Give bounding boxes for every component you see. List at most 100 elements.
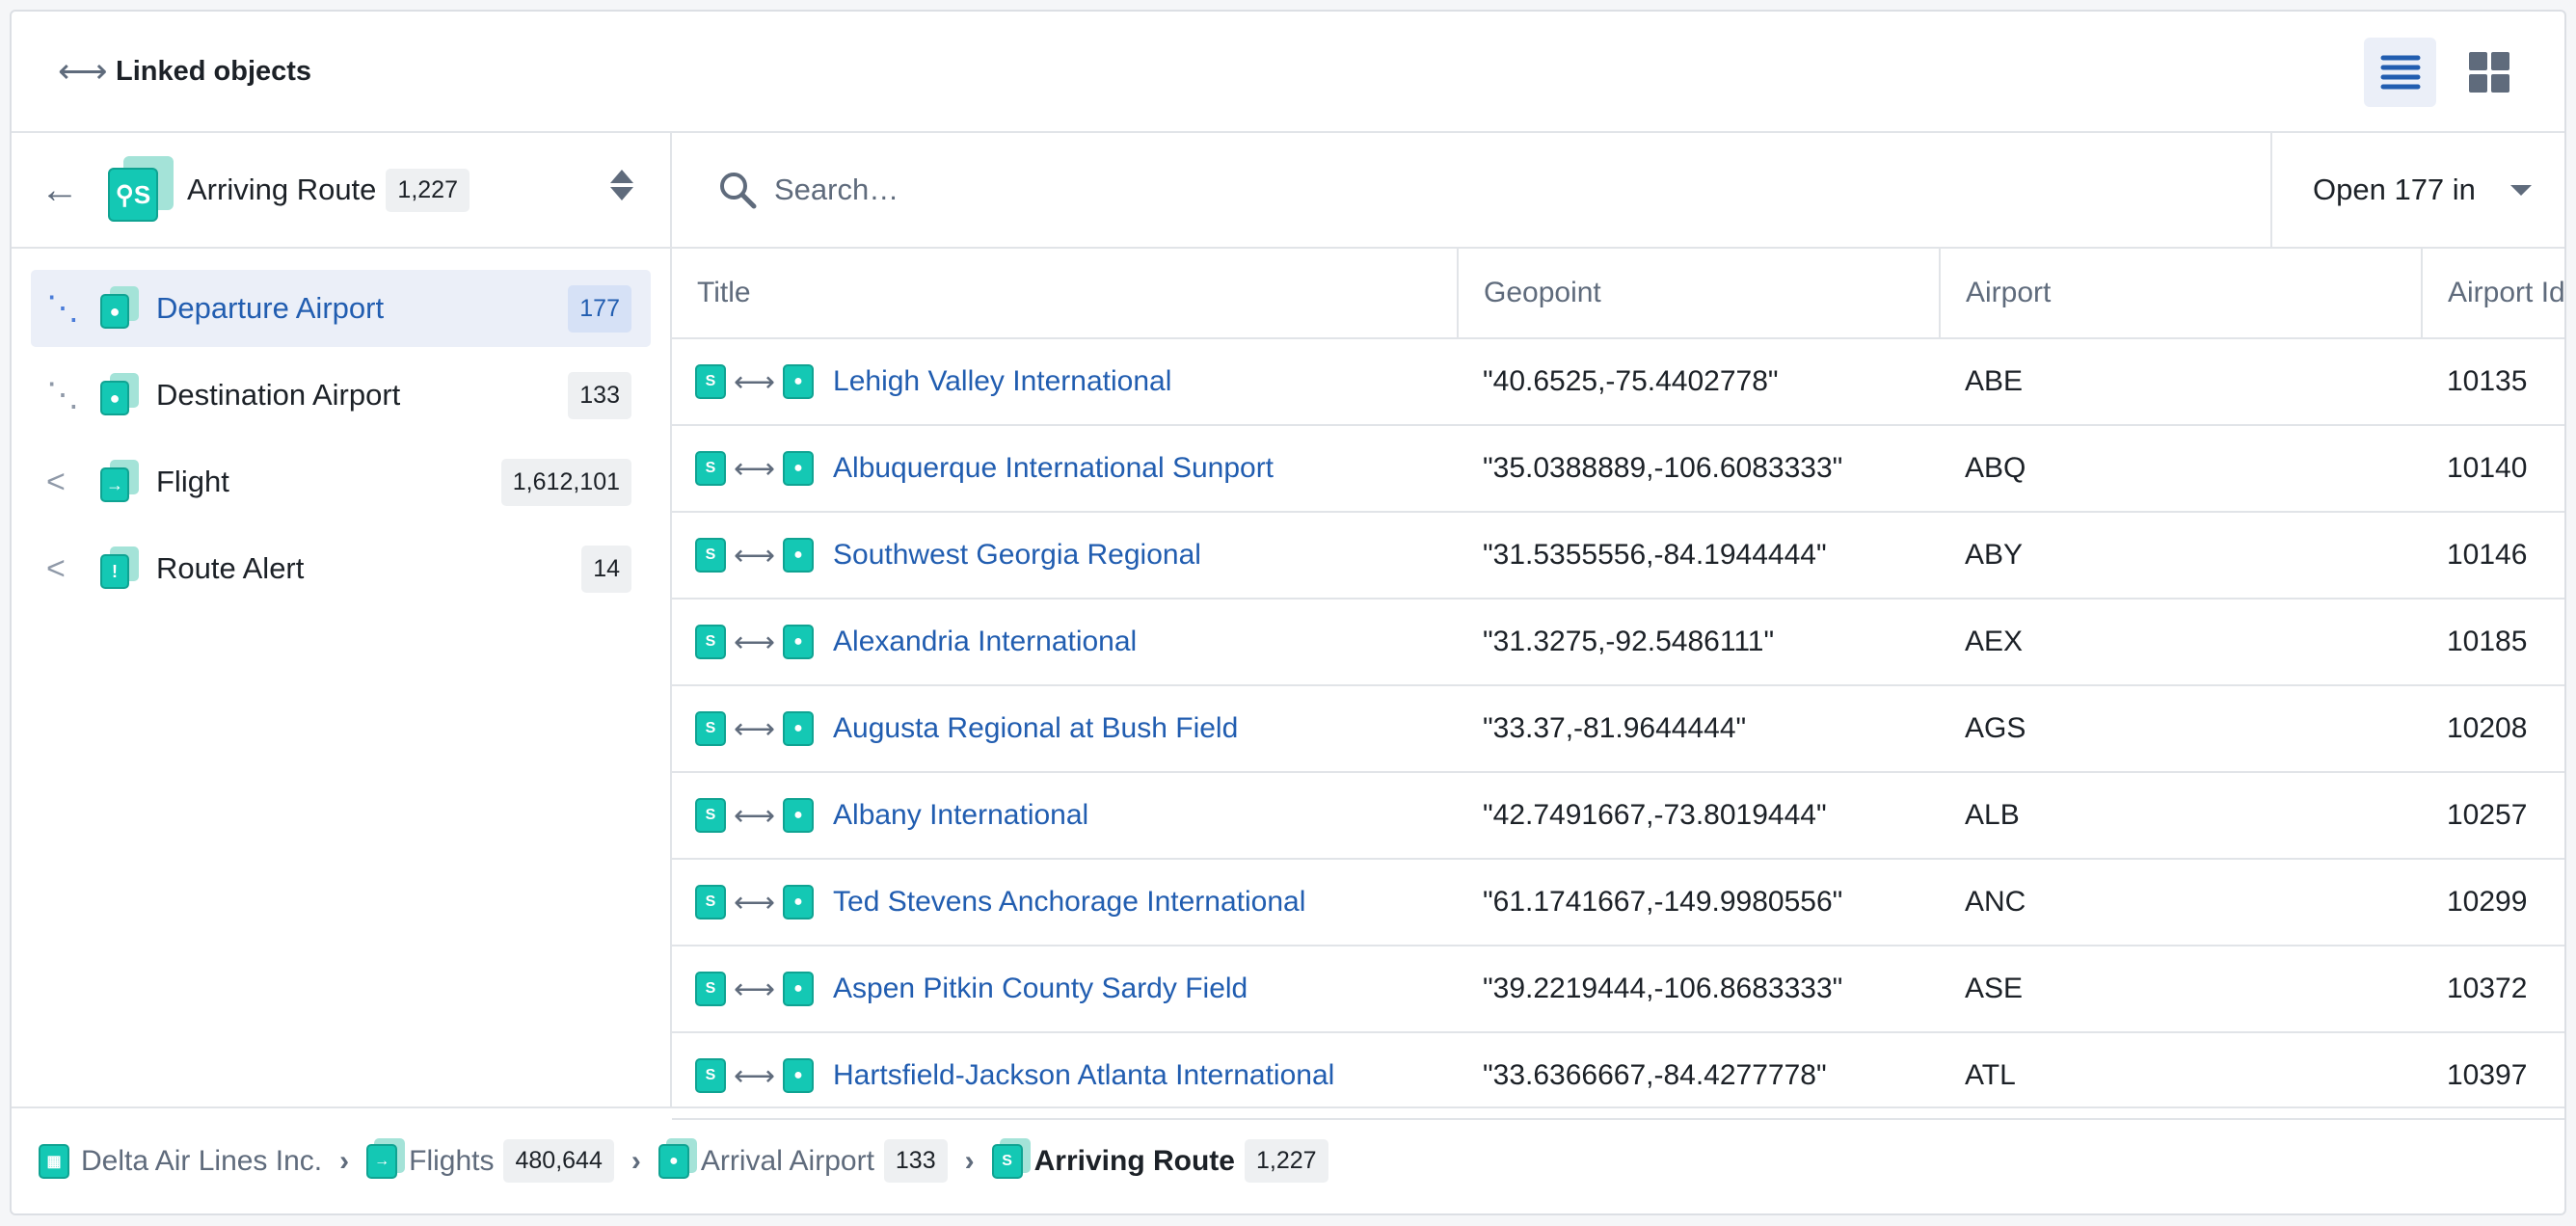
sort-toggle-icon[interactable] bbox=[610, 170, 633, 200]
map-marker-icon: ● bbox=[783, 885, 815, 920]
cell-airport: ALB bbox=[1940, 772, 2422, 860]
cell-geopoint: "39.2219444,-106.8683333" bbox=[1458, 946, 1940, 1033]
table-row[interactable]: S ⟷ ● Ted Stevens Anchorage International "… bbox=[672, 859, 2564, 946]
link-arrows-icon: ⟷ bbox=[734, 712, 776, 745]
table-row[interactable]: S ⟷ ● Aspen Pitkin County Sardy Field "39.2… bbox=[672, 946, 2564, 1033]
object-link[interactable]: Southwest Georgia Regional bbox=[833, 539, 1201, 572]
breadcrumb: ▦ Delta Air Lines Inc. › → Flights 480,6… bbox=[12, 1106, 2564, 1213]
list-view-button[interactable] bbox=[2364, 38, 2436, 107]
map-marker-icon: ● bbox=[783, 972, 815, 1007]
chevron-right-icon: › bbox=[964, 1144, 975, 1177]
search-input[interactable] bbox=[774, 173, 2124, 207]
route-icon: S bbox=[695, 711, 726, 747]
map-marker-icon: ● bbox=[657, 1143, 689, 1179]
building-icon: ▦ bbox=[39, 1143, 69, 1179]
link-arrows-icon: ⟷ bbox=[734, 973, 776, 1005]
cell-airport: AEX bbox=[1940, 599, 2422, 686]
cell-airport-id: 10257 bbox=[2422, 772, 2564, 860]
breadcrumb-item-flights[interactable]: → Flights 480,644 bbox=[366, 1139, 614, 1183]
share-relation-icon: < bbox=[46, 463, 66, 500]
object-link[interactable]: Hartsfield-Jackson Atlanta International bbox=[833, 1059, 1335, 1092]
cell-airport: ABQ bbox=[1940, 425, 2422, 513]
breadcrumb-label: Delta Air Lines Inc. bbox=[81, 1144, 323, 1177]
link-arrows-icon: ⟷ bbox=[734, 1059, 776, 1092]
object-link[interactable]: Albuquerque International Sunport bbox=[833, 452, 1275, 485]
sidebar-item-label: Route Alert bbox=[156, 551, 305, 585]
cell-airport-id: 10397 bbox=[2422, 1032, 2564, 1120]
route-icon: S bbox=[695, 451, 726, 487]
sidebar-item-destination-airport[interactable]: ⋱ ● Destination Airport 133 bbox=[31, 357, 651, 434]
map-marker-icon: ● bbox=[783, 711, 815, 747]
column-header-geopoint[interactable]: Geopoint bbox=[1458, 249, 1941, 339]
object-link[interactable]: Augusta Regional at Bush Field bbox=[833, 712, 1239, 745]
sidebar-item-count: 177 bbox=[568, 284, 631, 333]
open-in-dropdown[interactable]: Open 177 in bbox=[2270, 133, 2564, 247]
route-icon: S bbox=[991, 1143, 1023, 1179]
object-link[interactable]: Aspen Pitkin County Sardy Field bbox=[833, 973, 1248, 1005]
chevron-right-icon: › bbox=[339, 1144, 350, 1177]
route-icon: ⚲S bbox=[108, 156, 175, 224]
share-relation-icon: < bbox=[46, 549, 66, 587]
current-object-header: ← ⚲S Arriving Route 1,227 bbox=[12, 133, 670, 249]
breadcrumb-item-arriving-route: S Arriving Route 1,227 bbox=[991, 1139, 1328, 1183]
link-arrows-icon: ⟷ bbox=[734, 452, 776, 485]
cell-airport: ANC bbox=[1940, 859, 2422, 946]
map-marker-icon: ● bbox=[783, 798, 815, 834]
relation-icon: ⋱ bbox=[46, 290, 79, 327]
breadcrumb-item-arrival-airport[interactable]: ● Arrival Airport 133 bbox=[657, 1139, 948, 1183]
column-header-airport[interactable]: Airport bbox=[1940, 249, 2423, 339]
breadcrumb-count: 1,227 bbox=[1244, 1139, 1328, 1183]
sidebar-item-count: 1,612,101 bbox=[500, 458, 631, 506]
linked-objects-panel: ⟷ Linked objects ← ⚲S Arriving Route 1,2… bbox=[10, 10, 2566, 1215]
table-row[interactable]: S ⟷ ● Lehigh Valley International "40.6525,… bbox=[672, 338, 2564, 426]
link-arrows-icon: ⟷ bbox=[734, 626, 776, 658]
map-marker-icon: ● bbox=[783, 538, 815, 573]
table-row[interactable]: S ⟷ ● Alexandria International "31.3275,-92… bbox=[672, 599, 2564, 686]
cell-geopoint: "61.1741667,-149.9980556" bbox=[1458, 859, 1940, 946]
cell-airport-id: 10135 bbox=[2422, 338, 2564, 426]
sidebar-item-label: Departure Airport bbox=[156, 291, 385, 325]
object-link[interactable]: Ted Stevens Anchorage International bbox=[833, 886, 1306, 919]
grid-view-button[interactable] bbox=[2453, 38, 2525, 107]
link-arrows-icon: ⟷ bbox=[734, 886, 776, 919]
column-header-title[interactable]: Title bbox=[672, 249, 1459, 339]
cell-airport-id: 10146 bbox=[2422, 512, 2564, 600]
cell-title: S ⟷ ● Albany International bbox=[672, 772, 1458, 860]
object-type-name: Arriving Route bbox=[187, 173, 377, 206]
breadcrumb-item-delta[interactable]: ▦ Delta Air Lines Inc. bbox=[39, 1143, 323, 1179]
search-icon bbox=[720, 173, 757, 209]
link-arrows-icon: ⟷ bbox=[58, 51, 108, 91]
route-icon: S bbox=[695, 972, 726, 1007]
sidebar-item-route-alert[interactable]: < ! Route Alert 14 bbox=[31, 530, 651, 607]
table-row[interactable]: S ⟷ ● Southwest Georgia Regional "31.535555… bbox=[672, 512, 2564, 600]
object-link[interactable]: Lehigh Valley International bbox=[833, 365, 1172, 398]
back-arrow-icon[interactable]: ← bbox=[40, 168, 79, 211]
map-marker-icon: ● bbox=[100, 286, 141, 331]
table-row[interactable]: S ⟷ ● Hartsfield-Jackson Atlanta Internatio… bbox=[672, 1032, 2564, 1120]
object-link[interactable]: Albany International bbox=[833, 799, 1089, 832]
cell-title: S ⟷ ● Lehigh Valley International bbox=[672, 338, 1458, 426]
cell-title: S ⟷ ● Augusta Regional at Bush Field bbox=[672, 685, 1458, 773]
map-marker-icon: ● bbox=[100, 373, 141, 417]
list-icon bbox=[2380, 55, 2420, 90]
breadcrumb-count: 480,644 bbox=[503, 1139, 614, 1183]
table-row[interactable]: S ⟷ ● Albuquerque International Sunport "35… bbox=[672, 425, 2564, 513]
table-row[interactable]: S ⟷ ● Augusta Regional at Bush Field "33.37… bbox=[672, 685, 2564, 773]
cell-airport-id: 10299 bbox=[2422, 859, 2564, 946]
cell-airport: ABY bbox=[1940, 512, 2422, 600]
route-icon: S bbox=[695, 798, 726, 834]
breadcrumb-label: Arrival Airport bbox=[700, 1144, 874, 1177]
route-icon: S bbox=[695, 885, 726, 920]
object-link[interactable]: Alexandria International bbox=[833, 626, 1138, 658]
cell-airport: AGS bbox=[1940, 685, 2422, 773]
table-row[interactable]: S ⟷ ● Albany International "42.7491667,-73.… bbox=[672, 772, 2564, 860]
cell-title: S ⟷ ● Ted Stevens Anchorage International bbox=[672, 859, 1458, 946]
sidebar-item-flight[interactable]: < → Flight 1,612,101 bbox=[31, 443, 651, 520]
relation-icon: ⋱ bbox=[46, 377, 79, 413]
sidebar-item-departure-airport[interactable]: ⋱ ● Departure Airport 177 bbox=[31, 270, 651, 347]
map-marker-icon: ● bbox=[783, 625, 815, 660]
cell-geopoint: "33.6366667,-84.4277778" bbox=[1458, 1032, 1940, 1120]
column-header-airport-id[interactable]: Airport Id bbox=[2422, 249, 2564, 339]
cell-title: S ⟷ ● Southwest Georgia Regional bbox=[672, 512, 1458, 600]
cell-title: S ⟷ ● Aspen Pitkin County Sardy Field bbox=[672, 946, 1458, 1033]
